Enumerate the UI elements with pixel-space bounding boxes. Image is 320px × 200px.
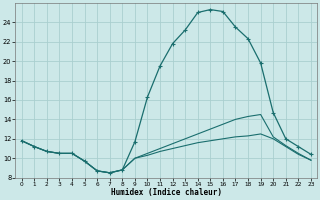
X-axis label: Humidex (Indice chaleur): Humidex (Indice chaleur) [111, 188, 222, 197]
